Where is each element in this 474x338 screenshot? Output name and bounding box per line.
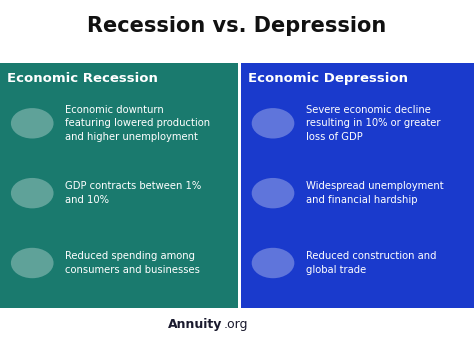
Text: Recession vs. Depression: Recession vs. Depression [87, 16, 387, 36]
Text: .org: .org [224, 318, 248, 331]
Circle shape [252, 248, 294, 278]
Circle shape [11, 178, 54, 208]
Circle shape [252, 108, 294, 139]
Circle shape [11, 108, 54, 139]
Circle shape [252, 178, 294, 208]
Text: Economic Depression: Economic Depression [248, 72, 408, 85]
FancyBboxPatch shape [0, 63, 238, 308]
Text: Economic downturn
featuring lowered production
and higher unemployment: Economic downturn featuring lowered prod… [65, 105, 210, 142]
Text: Reduced spending among
consumers and businesses: Reduced spending among consumers and bus… [65, 251, 201, 275]
Text: Widespread unemployment
and financial hardship: Widespread unemployment and financial ha… [306, 182, 444, 205]
Text: GDP contracts between 1%
and 10%: GDP contracts between 1% and 10% [65, 182, 201, 205]
Text: Annuity: Annuity [167, 318, 222, 331]
FancyBboxPatch shape [241, 63, 474, 308]
Circle shape [11, 248, 54, 278]
Text: Reduced construction and
global trade: Reduced construction and global trade [306, 251, 437, 275]
Text: Economic Recession: Economic Recession [7, 72, 158, 85]
Text: Severe economic decline
resulting in 10% or greater
loss of GDP: Severe economic decline resulting in 10%… [306, 105, 441, 142]
